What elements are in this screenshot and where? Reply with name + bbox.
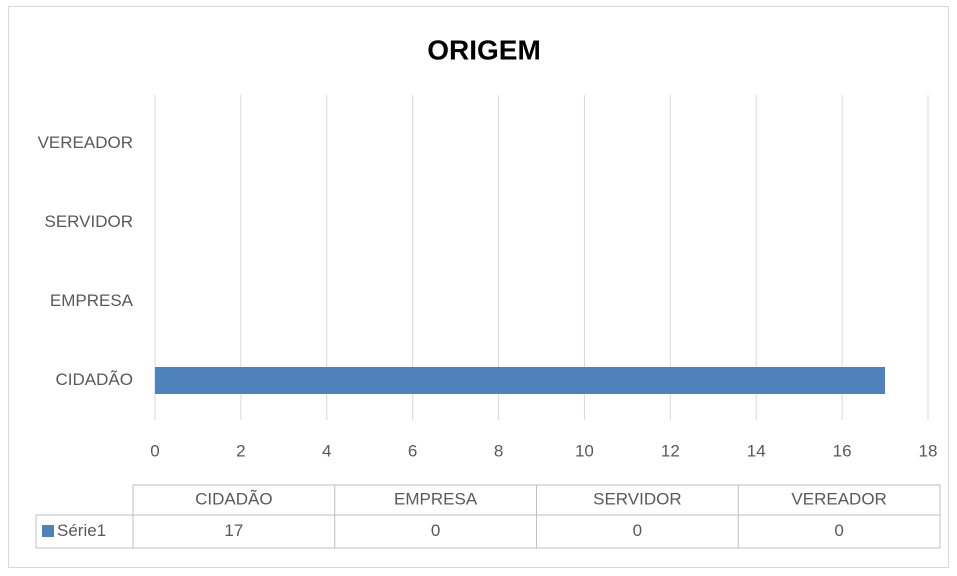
x-tick-label: 0 — [150, 441, 159, 460]
bar — [155, 367, 886, 394]
chart-border — [8, 6, 949, 568]
table-value: 0 — [633, 521, 642, 540]
y-tick-label: EMPRESA — [50, 291, 134, 310]
table-value: 17 — [224, 521, 243, 540]
x-tick-label: 8 — [494, 441, 503, 460]
table-header: EMPRESA — [394, 489, 478, 508]
legend-label: Série1 — [57, 521, 106, 540]
x-tick-label: 6 — [408, 441, 417, 460]
table-header: VEREADOR — [791, 489, 886, 508]
y-tick-label: CIDADÃO — [56, 370, 133, 389]
x-tick-label: 18 — [919, 441, 938, 460]
x-tick-label: 12 — [661, 441, 680, 460]
table-header: CIDADÃO — [195, 489, 272, 508]
x-tick-label: 16 — [833, 441, 852, 460]
x-tick-label: 10 — [575, 441, 594, 460]
legend-swatch — [42, 525, 54, 537]
chart-title: ORIGEM — [427, 34, 541, 65]
y-tick-label: VEREADOR — [38, 133, 133, 152]
x-tick-label: 2 — [236, 441, 245, 460]
table-header: SERVIDOR — [593, 489, 682, 508]
table-value: 0 — [431, 521, 440, 540]
y-tick-label: SERVIDOR — [45, 212, 134, 231]
x-tick-label: 4 — [322, 441, 331, 460]
x-tick-label: 14 — [747, 441, 766, 460]
table-value: 0 — [834, 521, 843, 540]
